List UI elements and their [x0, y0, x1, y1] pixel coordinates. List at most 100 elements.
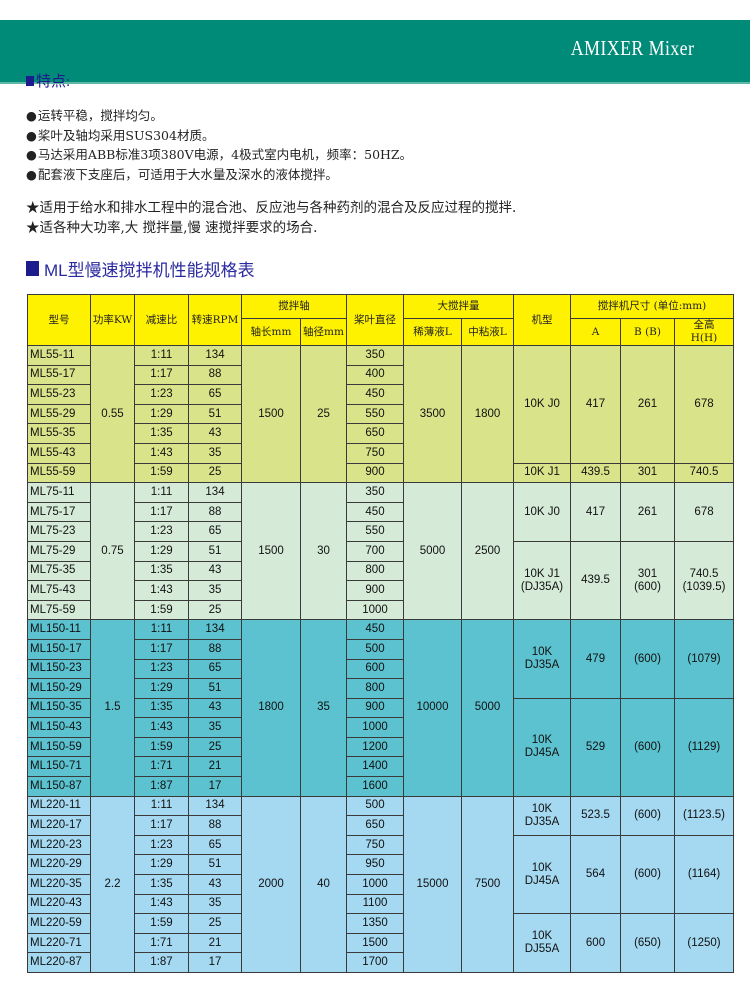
machine-type-cell: 10K J0: [513, 345, 571, 464]
rpm-cell: 65: [188, 658, 242, 680]
thin-capacity-cell: 3500: [403, 344, 462, 484]
model-cell: ML220-87: [27, 952, 91, 973]
rpm-cell: 88: [188, 638, 242, 660]
ratio-cell: 1:29: [134, 540, 189, 562]
blade-diameter-cell: 1000: [346, 874, 404, 895]
rpm-cell: 35: [188, 717, 242, 738]
shaft-diameter-cell: 40: [300, 795, 347, 974]
ratio-cell: 1:17: [134, 638, 189, 660]
rpm-cell: 134: [188, 619, 242, 640]
model-cell: ML75-11: [27, 482, 91, 503]
model-cell: ML220-43: [27, 893, 91, 915]
model-cell: ML75-43: [27, 580, 91, 601]
features-heading-text: 特点:: [36, 74, 71, 90]
model-cell: ML220-29: [27, 854, 91, 876]
rpm-cell: 43: [188, 874, 242, 895]
model-cell: ML220-35: [27, 874, 91, 895]
model-cell: ML150-11: [27, 619, 91, 640]
blade-diameter-cell: 800: [346, 678, 404, 699]
blade-diameter-cell: 900: [346, 697, 404, 719]
dim-b-cell: 261: [620, 345, 675, 464]
model-cell: ML220-11: [27, 795, 91, 817]
dim-a-cell: 439.5: [570, 462, 621, 484]
dim-h-cell: (1129): [673, 697, 735, 797]
ratio-cell: 1:17: [134, 815, 189, 836]
blade-diameter-cell: 700: [346, 540, 404, 562]
shaft-length-cell: 1500: [241, 344, 301, 484]
machine-type-cell: 10K J0: [513, 482, 571, 542]
model-cell: ML75-35: [27, 560, 91, 582]
header-shaft-diameter: 轴径mm: [300, 318, 347, 346]
application-list: 适用于给水和排水工程中的混合池、反应池与各种药剂的混合及反应过程的搅拌. 适各种…: [26, 198, 517, 238]
spec-table: 型号 功率KW 减速比 转速RPM 搅拌轴 桨叶直径 大搅拌量 机型 搅拌机尺寸…: [27, 294, 735, 974]
blade-diameter-cell: 900: [346, 580, 404, 601]
model-cell: ML55-59: [27, 462, 91, 484]
blade-diameter-cell: 1600: [346, 776, 404, 797]
feature-item: 运转平稳，搅拌均匀。: [26, 106, 412, 126]
medium-capacity-cell: 5000: [461, 619, 514, 797]
rpm-cell: 35: [188, 580, 242, 601]
blade-diameter-cell: 1350: [346, 913, 404, 934]
blade-diameter-cell: 1700: [346, 952, 404, 973]
rpm-cell: 65: [188, 834, 242, 856]
blade-diameter-cell: 800: [346, 560, 404, 582]
ratio-cell: 1:35: [134, 697, 189, 719]
shaft-length-cell: 1800: [241, 619, 301, 797]
blade-diameter-cell: 450: [346, 619, 404, 640]
dim-b-cell: 301: [620, 462, 675, 484]
ratio-cell: 1:23: [134, 384, 189, 405]
header-medium: 中粘液L: [461, 318, 514, 346]
header-dims: 搅拌机尺寸 (单位:mm): [569, 294, 735, 319]
header-thin: 稀薄液L: [403, 318, 462, 346]
model-cell: ML75-23: [27, 521, 91, 542]
header-ratio: 减速比: [134, 294, 189, 346]
dim-b-cell: (650): [620, 913, 675, 973]
ratio-cell: 1:71: [134, 756, 189, 778]
feature-item: 马达采用ABB标准3项380V电源，4极式室内电机，频率：50HZ。: [26, 145, 412, 165]
rpm-cell: 134: [188, 795, 242, 817]
rpm-cell: 35: [188, 442, 242, 464]
power-cell: 2.2: [90, 795, 135, 974]
model-cell: ML55-11: [27, 345, 91, 366]
ratio-cell: 1:17: [134, 364, 189, 386]
blade-diameter-cell: 350: [346, 482, 404, 503]
table-row: ML220-11 2.2 1:11 134 2000 40 500 15000 7500 10K …: [27, 795, 735, 974]
header-dim-a: A: [570, 318, 621, 346]
application-item: 适各种大功率,大 搅拌量,慢 速搅拌要求的场合.: [26, 218, 516, 238]
feature-item: 配套液下支座后，可适用于大水量及深水的液体搅拌。: [26, 165, 412, 185]
rpm-cell: 17: [188, 952, 242, 973]
shaft-diameter-cell: 35: [300, 619, 347, 797]
header-band: AMIXER Mixer: [0, 20, 750, 84]
model-cell: ML75-17: [27, 501, 91, 523]
header-dim-b: B (B): [620, 318, 675, 346]
blade-diameter-cell: 1200: [346, 736, 404, 758]
ratio-cell: 1:29: [134, 854, 189, 876]
rpm-cell: 88: [188, 501, 242, 523]
shaft-diameter-cell: 25: [300, 344, 347, 484]
dim-a-cell: 564: [570, 834, 621, 915]
ratio-cell: 1:43: [134, 580, 189, 601]
dim-b-cell: (600): [620, 834, 675, 915]
model-cell: ML220-59: [27, 913, 91, 934]
rpm-cell: 25: [188, 599, 242, 621]
model-cell: ML55-35: [27, 423, 91, 444]
blade-diameter-cell: 550: [346, 521, 404, 542]
blade-diameter-cell: 450: [346, 501, 404, 523]
ratio-cell: 1:29: [134, 403, 189, 425]
shaft-length-cell: 2000: [241, 795, 301, 974]
ratio-cell: 1:11: [134, 619, 189, 640]
machine-type-cell: 10K DJ35A: [513, 795, 571, 836]
ratio-cell: 1:29: [134, 678, 189, 699]
table-row: ML150-35 1:35 43 900 10K DJ45A 529 (600) (1129): [27, 697, 735, 797]
rpm-cell: 65: [188, 521, 242, 542]
machine-type-cell: 10K J1: [513, 462, 571, 484]
header-power: 功率KW: [90, 294, 135, 346]
blade-diameter-cell: 1500: [346, 932, 404, 954]
dim-b-cell: (600): [620, 697, 675, 797]
blade-diameter-cell: 950: [346, 854, 404, 876]
model-cell: ML150-87: [27, 776, 91, 797]
model-cell: ML220-71: [27, 932, 91, 954]
dim-h-cell: 678: [673, 345, 735, 464]
dim-a-cell: 439.5: [570, 540, 621, 621]
table-heading: ML型慢速搅拌机性能规格表: [26, 256, 255, 281]
